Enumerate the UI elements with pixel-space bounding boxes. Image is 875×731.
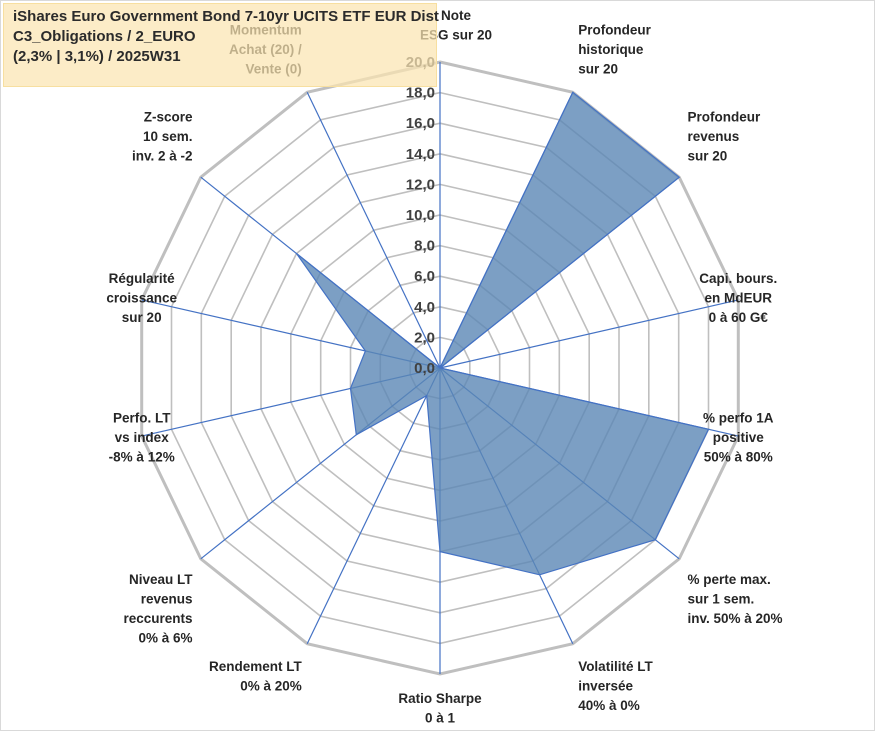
axis-label: Note ESG sur 20 — [420, 8, 492, 43]
tick-label: 14,0 — [406, 146, 435, 163]
series-area — [296, 91, 710, 576]
tick-labels: 0,02,04,06,08,010,012,014,016,018,020,0 — [406, 54, 435, 377]
axis-spoke — [439, 299, 739, 369]
axis-label: Z-score 10 sem. inv. 2 à -2 — [132, 110, 193, 164]
axis-label: Niveau LT revenus reccurents 0% à 6% — [123, 572, 193, 646]
chart-subtitle-period: (2,3% | 3,1%) / 2025W31 — [13, 48, 181, 65]
chart-title-box: iShares Euro Government Bond 7-10yr UCIT… — [3, 3, 439, 87]
axis-label: Profondeur revenus sur 20 — [688, 110, 761, 164]
chart-subtitle-category: C3_Obligations / 2_EURO — [13, 28, 196, 45]
tick-label: 8,0 — [414, 238, 435, 255]
tick-label: 18,0 — [406, 85, 435, 102]
axis-label: Régularité croissance sur 20 — [106, 271, 177, 325]
tick-label: 10,0 — [406, 207, 435, 224]
tick-label: 0,0 — [414, 360, 435, 377]
axis-labels: Note ESG sur 20 Profondeur historique sur 20… — [106, 8, 782, 726]
axis-label: Ratio Sharpe 0 à 1 — [398, 691, 482, 726]
chart-title: iShares Euro Government Bond 7-10yr UCIT… — [13, 8, 439, 25]
axis-label: Rendement LT 0% à 20% — [209, 659, 303, 694]
tick-label: 2,0 — [414, 329, 435, 346]
axis-label: Perfo. LT vs index -8% à 12% — [109, 411, 175, 465]
axis-label: Profondeur historique sur 20 — [578, 23, 651, 77]
axis-label: % perfo 1A positive 50% à 80% — [703, 411, 774, 465]
axis-spoke — [306, 92, 441, 369]
axis-spoke — [306, 367, 441, 644]
tick-label: 4,0 — [414, 299, 435, 316]
axis-label: Capi. bours. en MdEUR 0 à 60 G€ — [699, 271, 777, 325]
data-series — [296, 91, 710, 576]
axis-label: Volatilité LT inversée 40% à 0% — [578, 659, 653, 713]
tick-label: 12,0 — [406, 176, 435, 193]
tick-label: 16,0 — [406, 115, 435, 132]
axis-label: % perte max. sur 1 sem. inv. 50% à 20% — [688, 572, 783, 626]
tick-label: 6,0 — [414, 268, 435, 285]
